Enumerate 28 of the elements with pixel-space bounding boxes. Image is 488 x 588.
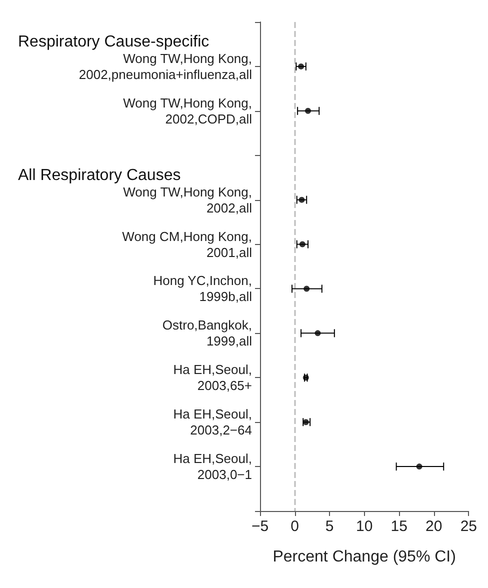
y-tick-label: Ha EH,Seoul, 2003,0−1: [173, 451, 252, 482]
point: [304, 108, 311, 114]
text: Respiratory Cause-specific: [18, 34, 210, 51]
point: [298, 196, 305, 203]
x-tick-label: 25: [460, 518, 477, 535]
text: All Respiratory Causes: [18, 167, 181, 184]
y-tick-label: Wong TW,Hong Kong, 2002,COPD,all: [123, 95, 252, 126]
x-tick-label: 10: [356, 518, 373, 535]
point: [314, 330, 321, 336]
x-axis-title: Percent Change (95% CI): [272, 548, 456, 566]
point: [416, 464, 422, 470]
y-tick-label: Ha EH,Seoul, 2003,2−64: [173, 406, 252, 438]
x-tick-label: 20: [426, 518, 442, 535]
point: [299, 241, 306, 248]
y-tick-label: Wong CM,Hong Kong, 2001,all: [122, 228, 252, 260]
y-tick-label: Wong TW,Hong Kong, 2002,all: [123, 184, 252, 216]
point: [298, 63, 304, 70]
x-tick-label: −5: [251, 518, 269, 535]
y-tick-label: Wong TW,Hong Kong, 2002,pneumonia+influenza,all: [78, 50, 252, 82]
y-tick-label: Ostro,Bangkok, 1999,all: [162, 318, 252, 349]
x-tick-label: 15: [390, 518, 408, 535]
x-tick-label: 5: [325, 518, 334, 535]
y-tick-label: Hong YC,Inchon, 1999b,all: [153, 273, 252, 304]
point: [304, 286, 310, 292]
point: [302, 374, 309, 381]
x-tick-label: 0: [290, 518, 299, 535]
y-tick-label: Ha EH,Seoul, 2003,65+: [173, 362, 252, 394]
point: [302, 419, 309, 426]
